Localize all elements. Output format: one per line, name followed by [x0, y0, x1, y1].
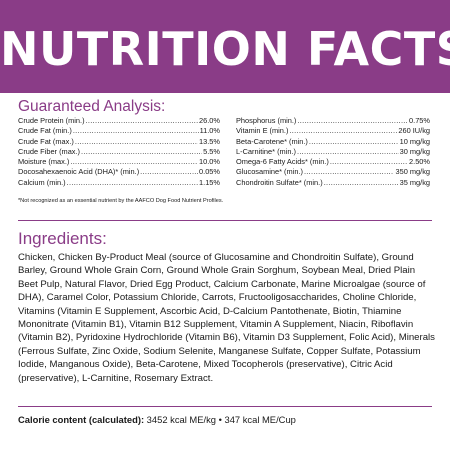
analysis-row: Crude Protein (min.) 26.0%	[18, 116, 220, 126]
analysis-value: 2.50%	[409, 157, 430, 167]
analysis-label: Crude Protein (min.)	[18, 116, 85, 125]
analysis-value: 35 mg/kg	[399, 177, 430, 187]
analysis-row: Docosahexaenoic Acid (DHA)* (min.) 0.05%	[18, 167, 220, 177]
dot-leader	[309, 137, 399, 147]
calorie-value: 3452 kcal ME/kg • 347 kcal ME/Cup	[144, 414, 296, 425]
dot-leader	[297, 147, 399, 157]
analysis-value: 10.0%	[199, 157, 220, 167]
dot-leader	[304, 167, 395, 177]
dot-leader	[297, 116, 408, 126]
analysis-column-left: Crude Protein (min.) 26.0% Crude Fat (min…	[18, 116, 220, 188]
dot-leader	[70, 157, 198, 167]
analysis-label: Docosahexaenoic Acid (DHA)* (min.)	[18, 167, 140, 177]
analysis-label: Chondroitin Sulfate* (min.)	[236, 177, 323, 187]
analysis-label: Glucosamine* (min.)	[236, 167, 303, 177]
analysis-row: Moisture (max.) 10.0%	[18, 157, 220, 167]
page-title: NUTRITION FACTS	[0, 22, 450, 76]
dot-leader	[81, 147, 202, 157]
header-banner: NUTRITION FACTS	[0, 0, 450, 93]
analysis-row: Glucosamine* (min.) 350 mg/kg	[236, 167, 430, 177]
analysis-label: Omega-6 Fatty Acids* (min.)	[236, 157, 329, 167]
analysis-row: Calcium (min.) 1.15%	[18, 178, 220, 188]
analysis-row: Omega-6 Fatty Acids* (min.) 2.50%	[236, 157, 430, 167]
analysis-row: Phosphorus (min.) 0.75%	[236, 116, 430, 126]
analysis-row: Beta-Carotene* (min.) 10 mg/kg	[236, 137, 430, 147]
calorie-label: Calorie content (calculated):	[18, 414, 145, 425]
analysis-label: Crude Fat (min.)	[18, 126, 72, 136]
aafco-footnote: *Not recognized as an essential nutrient…	[18, 198, 224, 204]
analysis-label: Moisture (max.)	[18, 157, 70, 167]
dot-leader	[73, 126, 199, 136]
dot-leader	[140, 167, 198, 177]
analysis-value: 1.15%	[199, 177, 220, 187]
dot-leader	[86, 116, 198, 126]
dot-leader	[324, 178, 399, 188]
section-divider	[18, 406, 432, 407]
analysis-label: Beta-Carotene* (min.)	[236, 136, 308, 146]
analysis-label: Crude Fat (max.)	[18, 136, 74, 146]
analysis-value: 0.75%	[409, 116, 430, 125]
analysis-row: Crude Fat (max.) 13.5%	[18, 137, 220, 147]
analysis-label: Calcium (min.)	[18, 177, 66, 187]
ingredients-heading: Ingredients:	[18, 229, 107, 248]
analysis-row: Crude Fat (min.) 11.0%	[18, 126, 220, 136]
analysis-column-right: Phosphorus (min.) 0.75% Vitamin E (min.) 2…	[236, 116, 430, 188]
analysis-value: 350 mg/kg	[395, 167, 430, 177]
analysis-row: Chondroitin Sulfate* (min.) 35 mg/kg	[236, 178, 430, 188]
analysis-value: 5.5%	[203, 146, 220, 156]
analysis-value: 11.0%	[199, 126, 220, 136]
analysis-row: Crude Fiber (max.) 5.5%	[18, 147, 220, 157]
analysis-row: L-Carnitine* (min.) 30 mg/kg	[236, 147, 430, 157]
dot-leader	[67, 178, 198, 188]
calorie-content: Calorie content (calculated): 3452 kcal …	[18, 414, 296, 426]
analysis-value: 0.05%	[199, 167, 220, 177]
ingredients-text: Chicken, Chicken By-Product Meal (source…	[18, 252, 435, 384]
analysis-value: 260 IU/kg	[398, 126, 430, 136]
analysis-label: L-Carnitine* (min.)	[236, 146, 296, 156]
analysis-value: 26.0%	[199, 116, 220, 125]
analysis-value: 13.5%	[199, 136, 220, 146]
section-divider	[18, 220, 432, 221]
analysis-value: 30 mg/kg	[399, 146, 430, 156]
dot-leader	[75, 137, 198, 147]
analysis-label: Phosphorus (min.)	[236, 116, 297, 125]
dot-leader	[330, 157, 408, 167]
analysis-label: Vitamin E (min.)	[236, 126, 289, 136]
guaranteed-analysis-heading: Guaranteed Analysis:	[18, 98, 166, 115]
analysis-label: Crude Fiber (max.)	[18, 146, 81, 156]
dot-leader	[289, 126, 397, 136]
analysis-row: Vitamin E (min.) 260 IU/kg	[236, 126, 430, 136]
analysis-value: 10 mg/kg	[399, 136, 430, 146]
